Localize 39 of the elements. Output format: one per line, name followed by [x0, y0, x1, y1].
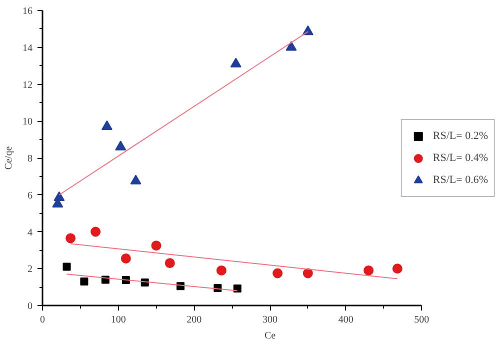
point — [151, 240, 162, 251]
point — [233, 284, 242, 293]
point — [302, 268, 313, 278]
point — [216, 265, 226, 276]
y-tick-label: 4 — [28, 227, 32, 238]
legend-label: RS/L= 0.2% — [432, 130, 488, 142]
x-tick-label: 300 — [262, 314, 278, 326]
y-tick-label: 0 — [28, 301, 32, 312]
point — [130, 174, 142, 184]
x-axis-title: Ce — [264, 330, 276, 342]
legend-label: RS/L= 0.6% — [432, 174, 488, 186]
x-tick-label: 200 — [186, 314, 202, 326]
y-tick-label: 8 — [28, 154, 32, 164]
y-tick-label: 2 — [28, 264, 32, 276]
point — [120, 253, 131, 264]
y-tick-label: 12 — [22, 80, 32, 91]
y-axis-title: Ce/qe — [4, 146, 14, 170]
point — [80, 278, 88, 286]
x-tick-label: 400 — [338, 314, 354, 326]
point — [54, 191, 65, 202]
point — [286, 41, 297, 51]
point — [230, 58, 242, 68]
point — [364, 265, 374, 276]
y-tick-label: 10 — [22, 116, 32, 128]
point — [392, 264, 402, 274]
y-tick-label: 16 — [22, 6, 32, 17]
y-tick-label: 14 — [22, 42, 32, 54]
point — [115, 140, 126, 150]
legend-label: RS/L= 0.4% — [432, 152, 488, 164]
x-tick-label: 0 — [40, 314, 45, 326]
point — [90, 226, 101, 237]
point — [62, 262, 71, 271]
x-tick-label: 500 — [414, 314, 430, 326]
point — [66, 233, 76, 244]
y-tick-label: 6 — [28, 190, 32, 202]
point — [272, 268, 283, 278]
x-tick-label: 100 — [110, 314, 126, 326]
point — [101, 120, 112, 130]
point — [164, 258, 175, 268]
